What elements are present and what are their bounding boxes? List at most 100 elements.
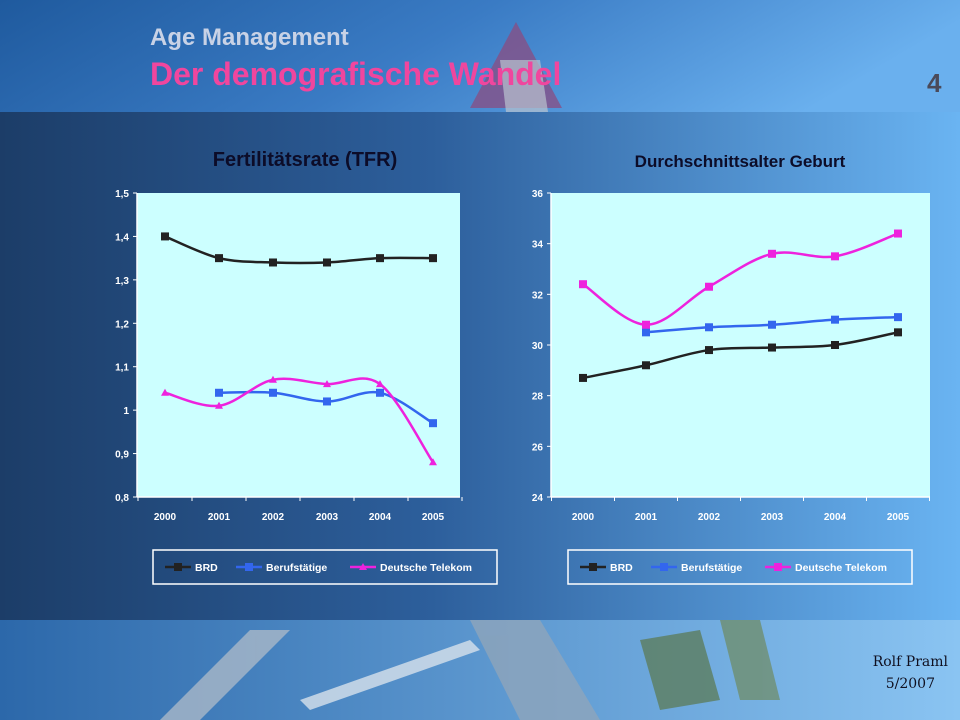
y-tick-label: 1,3: [115, 276, 129, 287]
x-tick-label: 2003: [316, 512, 339, 523]
data-point: [376, 254, 384, 263]
x-tick-label: 2003: [761, 512, 784, 523]
legend-swatch-marker: [359, 563, 367, 570]
section-title: Age Management: [150, 24, 349, 51]
y-tick-label: 28: [532, 392, 544, 403]
x-tick-label: 2002: [262, 512, 285, 523]
data-point: [642, 361, 650, 370]
legend-box: [152, 549, 498, 585]
chart-title-birth-age: Durchschnittsalter Geburt: [634, 152, 846, 171]
data-point: [642, 320, 650, 329]
legend-label: Deutsche Telekom: [380, 562, 472, 574]
legend-item: Deutsche Telekom: [350, 562, 472, 574]
legend-swatch-marker: [774, 563, 782, 571]
legend-label: BRD: [195, 562, 218, 574]
chart-title-fertility: Fertilitätsrate (TFR): [212, 149, 398, 171]
series-brd: [579, 328, 902, 382]
data-point: [768, 249, 776, 258]
legend-item: Berufstätige: [236, 562, 327, 574]
plot-area: [551, 193, 930, 497]
legend: BRD Berufstätige Deutsche Telekom: [152, 549, 498, 585]
legend-label: Berufstätige: [681, 562, 742, 574]
x-tick-label: 2004: [369, 512, 392, 523]
data-point: [429, 458, 437, 466]
sculpture-bottom: [160, 620, 780, 720]
data-point: [894, 229, 902, 238]
y-tick-label: 32: [532, 290, 544, 301]
y-tick-label: 30: [532, 341, 544, 352]
data-point: [215, 388, 223, 397]
legend-item: BRD: [580, 562, 633, 574]
x-tick-label: 2000: [572, 512, 595, 523]
data-point: [831, 341, 839, 349]
x-tick-label: 2002: [698, 512, 721, 523]
series-line: [164, 235, 434, 265]
legend-item: Berufstätige: [651, 562, 742, 574]
data-point: [323, 258, 331, 267]
legend-label: Deutsche Telekom: [795, 562, 887, 574]
series-line: [164, 377, 435, 463]
series-line: [582, 232, 899, 326]
y-tick-label: 34: [532, 240, 544, 251]
series-brd: [161, 232, 437, 267]
y-tick-label: 1,1: [115, 363, 129, 374]
data-point: [215, 254, 223, 263]
legend-item: Deutsche Telekom: [765, 562, 887, 574]
legend-item: BRD: [165, 562, 218, 574]
x-tick-label: 2004: [824, 512, 847, 523]
data-point: [269, 375, 277, 383]
data-point: [894, 328, 902, 337]
x-tick-label: 2001: [208, 512, 231, 523]
legend-swatch-marker: [245, 563, 253, 571]
data-point: [429, 254, 437, 263]
data-point: [831, 252, 839, 261]
x-tick-label: 2005: [887, 512, 910, 523]
y-tick-label: 1,2: [115, 319, 129, 330]
legend: BRD Berufstätige Deutsche Telekom: [567, 549, 913, 585]
page-number: 4: [927, 68, 942, 98]
legend-swatch-marker: [589, 563, 597, 571]
y-tick-label: 1,5: [115, 189, 129, 200]
data-point: [323, 380, 331, 388]
data-point: [579, 373, 587, 382]
x-tick-label: 2000: [154, 512, 177, 523]
sculpture-column-top: [500, 60, 548, 112]
data-point: [705, 282, 713, 291]
legend-label: BRD: [610, 562, 633, 574]
data-point: [161, 232, 169, 241]
y-tick-label: 26: [532, 442, 544, 453]
y-tick-label: 24: [532, 493, 544, 504]
x-tick-label: 2001: [635, 512, 658, 523]
series-berufstaetige: [642, 313, 902, 337]
y-tick-label: 1: [123, 406, 129, 417]
y-tick-label: 0,8: [115, 493, 129, 504]
legend-box: [567, 549, 913, 585]
y-tick-label: 36: [532, 189, 544, 200]
data-point: [768, 343, 776, 352]
data-point: [269, 258, 277, 267]
data-point: [269, 388, 277, 397]
data-point: [376, 388, 384, 397]
series-berufstaetige: [215, 388, 437, 428]
series-deutsche-telekom: [579, 229, 902, 329]
series-deutsche-telekom: [161, 375, 437, 466]
data-point: [429, 419, 437, 428]
chart-2: 24 26 28 30 32 34 36 2000 2001 2002 2003 2004 2005 BR…: [532, 189, 930, 585]
data-point: [642, 328, 650, 337]
legend-swatch-marker: [660, 563, 668, 571]
legend-swatch-marker: [174, 563, 182, 571]
series-line: [582, 331, 899, 380]
data-point: [215, 401, 223, 409]
data-point: [161, 388, 169, 396]
y-tick-label: 0,9: [115, 450, 129, 461]
data-point: [579, 280, 587, 289]
data-point: [831, 315, 839, 324]
data-point: [768, 320, 776, 329]
data-point: [705, 323, 713, 332]
author-name: Rolf Praml: [872, 654, 948, 670]
data-point: [323, 397, 331, 406]
footer: Rolf Praml 5/2007: [873, 651, 948, 695]
plot-area: [137, 193, 460, 497]
chart-1: 0,8 0,9 1 1,1 1,2 1,3 1,4 1,5 2000 2001 2002 2003 20…: [115, 189, 498, 585]
slide-title: Der demografische Wandel: [150, 56, 562, 92]
